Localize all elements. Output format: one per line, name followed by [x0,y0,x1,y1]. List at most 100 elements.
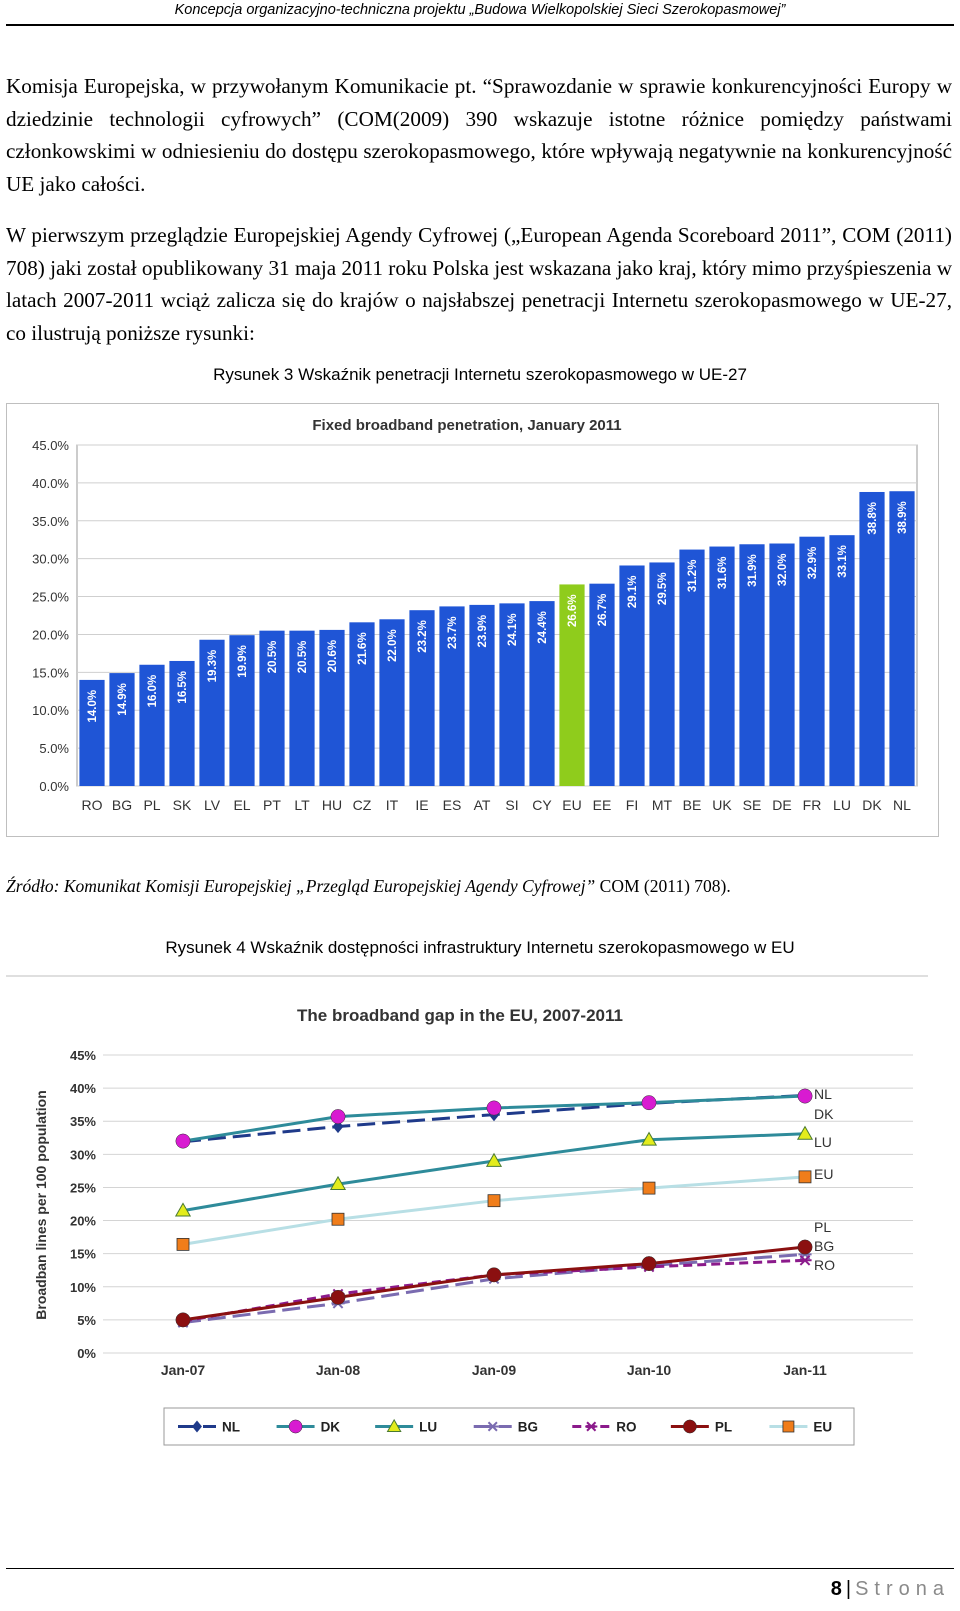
x-tick-label: SK [173,797,192,813]
bar-data-label: 14.0% [87,690,99,723]
series-line [182,1245,806,1322]
x-tick-label: Jan-07 [161,1362,206,1378]
end-label: BG [814,1238,834,1254]
bar-data-label: 23.2% [417,620,429,653]
x-tick-label: DK [862,797,882,813]
legend-label: DK [321,1420,341,1435]
bar-data-label: 24.1% [507,613,519,646]
y-tick-label: 15.0% [32,665,69,680]
bar [589,583,615,786]
bar-data-label: 32.0% [777,554,789,587]
x-tick-label: CY [532,797,552,813]
x-tick-label: UK [712,797,732,813]
y-tick-label: 25.0% [32,590,69,605]
bar-data-label: 38.9% [897,501,909,534]
page-number: 8 [830,1578,842,1600]
bar [739,544,765,786]
bar [649,562,675,786]
legend-label: NL [222,1420,240,1435]
x-tick-label: BG [112,797,132,813]
line-marker [585,1421,598,1432]
x-tick-label: EE [593,797,612,813]
x-tick-label: EL [233,797,250,813]
y-tick-label: 5% [77,1313,96,1328]
line-marker [386,1418,402,1432]
x-tick-label: RO [82,797,103,813]
page-header: Koncepcja organizacyjno-techniczna proje… [0,0,960,26]
y-tick-label: 20% [70,1214,96,1229]
footer-word: Strona [855,1578,950,1600]
bar [889,491,915,786]
x-tick-label: LV [204,797,221,813]
end-label: LU [814,1134,832,1150]
line-marker [641,1256,657,1272]
bar [439,606,465,786]
x-tick-label: Jan-08 [316,1362,361,1378]
x-tick-label: ES [443,797,462,813]
bar-chart-fixed-broadband: Fixed broadband penetration, January 201… [6,403,939,837]
end-label: EU [814,1166,833,1182]
bar [319,629,345,786]
x-tick-label: HU [322,797,342,813]
y-tick-label: 40.0% [32,476,69,491]
y-tick-label: 45% [70,1048,96,1063]
y-tick-label: 20.0% [32,627,69,642]
legend-label: RO [616,1420,636,1435]
line-marker [486,1100,502,1116]
header-rule [6,24,954,26]
y-axis-label: Broadban lines per 100 population [33,1090,49,1319]
line-marker [640,1131,658,1146]
x-tick-label: NL [893,797,911,813]
bar-data-label: 24.4% [537,611,549,644]
paragraph-2: W pierwszym przeglądzie Europejskiej Age… [6,223,952,345]
x-tick-label: CZ [353,797,372,813]
line-marker [174,1202,192,1217]
end-label: PL [814,1219,831,1235]
bar [679,549,705,786]
y-tick-label: 0.0% [39,779,69,794]
bar [139,664,165,786]
bar-data-label: 22.0% [387,629,399,662]
bar-data-label: 31.6% [717,557,729,590]
bar-data-label: 19.9% [237,645,249,678]
legend-label: LU [419,1420,437,1435]
bar-data-label: 29.1% [627,575,639,608]
page-footer: 8 | Strona [831,1578,950,1601]
footer-rule [6,1568,954,1569]
x-tick-label: FI [626,797,638,813]
bar [259,630,285,786]
bar [109,673,135,786]
end-label: DK [814,1106,834,1122]
line-marker [797,1239,813,1255]
y-tick-label: 25% [70,1180,96,1195]
line-marker [683,1419,697,1434]
legend-label: BG [518,1420,538,1435]
line-marker [176,1237,190,1251]
bar [349,622,375,786]
y-tick-label: 5.0% [39,741,69,756]
line-marker [486,1267,502,1283]
legend-label: PL [715,1420,732,1435]
line-marker [175,1133,191,1149]
source-italic: Źródło: Komunikat Komisji Europejskiej „… [6,876,596,896]
figure-4-caption: Rysunek 4 Wskaźnik dostępności infrastru… [165,938,795,957]
y-tick-label: 40% [70,1081,96,1096]
x-tick-label: DE [772,797,791,813]
bar [199,639,225,786]
y-tick-label: 45.0% [32,438,69,453]
x-tick-label: LT [294,797,310,813]
x-tick-label: Jan-10 [627,1362,672,1378]
x-tick-label: Jan-11 [783,1362,827,1378]
line-marker [330,1289,346,1305]
end-label: RO [814,1257,835,1273]
bar [289,630,315,786]
bar-data-label: 23.9% [477,615,489,648]
x-tick-label: Jan-09 [472,1362,517,1378]
line-marker [797,1088,813,1104]
bar-data-label: 23.7% [447,616,459,649]
bar-data-label: 20.6% [327,640,339,673]
y-tick-label: 30% [70,1147,96,1162]
line-marker [330,1109,346,1125]
paragraph-1: Komisja Europejska, w przywołanym Komuni… [6,74,952,196]
x-tick-label: EU [562,797,581,813]
